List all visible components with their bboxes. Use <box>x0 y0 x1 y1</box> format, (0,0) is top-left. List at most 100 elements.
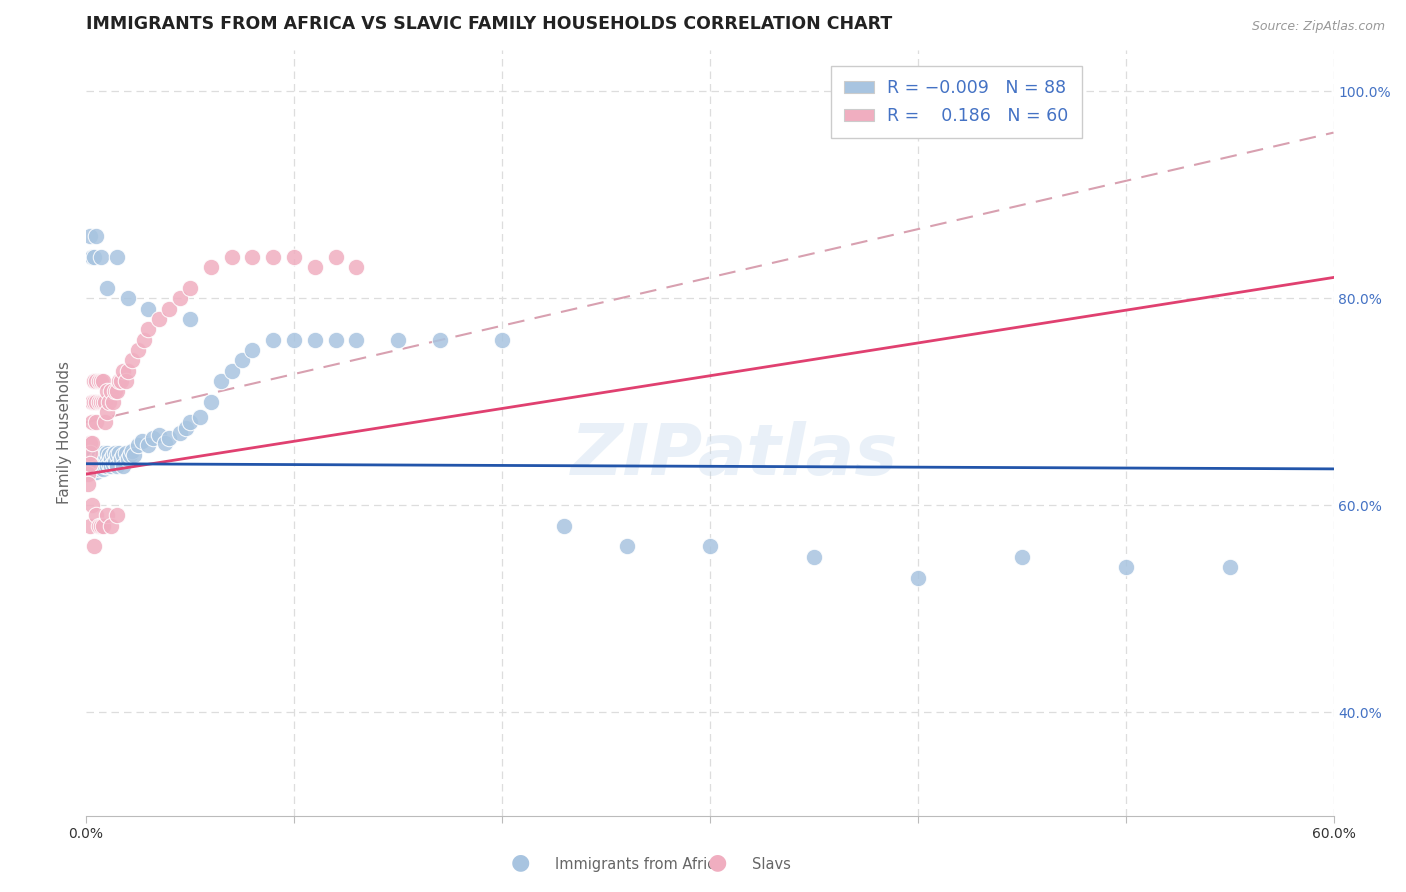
Point <box>153 436 176 450</box>
Point <box>131 434 153 448</box>
Point <box>105 250 128 264</box>
Point <box>344 260 367 274</box>
Point <box>121 353 143 368</box>
Point <box>86 374 108 388</box>
Point <box>122 449 145 463</box>
Point <box>97 449 120 463</box>
Point <box>174 420 197 434</box>
Point <box>110 374 132 388</box>
Point <box>87 457 110 471</box>
Point <box>77 467 100 481</box>
Point <box>100 451 122 466</box>
Point <box>127 343 149 357</box>
Point <box>91 446 114 460</box>
Text: Slavs: Slavs <box>752 857 792 872</box>
Point <box>79 451 101 466</box>
Point <box>491 333 513 347</box>
Point <box>83 446 105 460</box>
Point <box>803 549 825 564</box>
Text: Source: ZipAtlas.com: Source: ZipAtlas.com <box>1251 20 1385 33</box>
Point <box>79 458 101 473</box>
Point <box>97 457 120 471</box>
Point <box>90 518 112 533</box>
Point <box>86 415 108 429</box>
Point <box>79 446 101 460</box>
Point <box>190 410 212 425</box>
Point <box>142 431 165 445</box>
Point <box>90 374 112 388</box>
Point <box>100 518 122 533</box>
Point <box>138 301 160 316</box>
Point <box>1115 560 1137 574</box>
Point <box>344 333 367 347</box>
Point <box>101 394 124 409</box>
Point <box>117 291 139 305</box>
Point <box>179 311 201 326</box>
Point <box>221 250 243 264</box>
Point <box>283 250 305 264</box>
Point <box>117 451 139 466</box>
Point <box>79 518 101 533</box>
Point <box>429 333 451 347</box>
Point <box>83 374 105 388</box>
Point <box>112 449 135 463</box>
Point <box>90 451 112 466</box>
Point <box>325 333 347 347</box>
Point <box>82 394 104 409</box>
Point <box>82 250 104 264</box>
Point <box>82 462 104 476</box>
Point <box>179 281 201 295</box>
Point <box>1219 560 1241 574</box>
Point <box>77 477 100 491</box>
Point <box>105 508 128 523</box>
Legend: R = −0.009   N = 88, R =    0.186   N = 60: R = −0.009 N = 88, R = 0.186 N = 60 <box>831 66 1083 138</box>
Point <box>83 458 105 473</box>
Point <box>86 508 108 523</box>
Point <box>104 446 127 460</box>
Point <box>112 458 135 473</box>
Point <box>87 462 110 476</box>
Point <box>91 518 114 533</box>
Point <box>200 260 222 274</box>
Point <box>148 427 170 442</box>
Point <box>90 394 112 409</box>
Point <box>262 250 284 264</box>
Point <box>94 449 117 463</box>
Text: IMMIGRANTS FROM AFRICA VS SLAVIC FAMILY HOUSEHOLDS CORRELATION CHART: IMMIGRANTS FROM AFRICA VS SLAVIC FAMILY … <box>86 15 893 33</box>
Point <box>79 446 101 460</box>
Point <box>79 457 101 471</box>
Point <box>94 458 117 473</box>
Point <box>304 333 326 347</box>
Point <box>127 438 149 452</box>
Point <box>242 250 264 264</box>
Point <box>108 446 131 460</box>
Point <box>96 458 118 473</box>
Point <box>134 333 156 347</box>
Point <box>82 449 104 463</box>
Point <box>97 394 120 409</box>
Point <box>83 250 105 264</box>
Point <box>200 394 222 409</box>
Point <box>138 322 160 336</box>
Point <box>262 333 284 347</box>
Point <box>77 462 100 476</box>
Point <box>169 291 191 305</box>
Point <box>87 518 110 533</box>
Point <box>87 394 110 409</box>
Point <box>1011 549 1033 564</box>
Point <box>105 449 128 463</box>
Point <box>242 343 264 357</box>
Point <box>90 250 112 264</box>
Point <box>77 457 100 471</box>
Point <box>105 458 128 473</box>
Point <box>907 570 929 584</box>
Point <box>96 281 118 295</box>
Point <box>79 436 101 450</box>
Point <box>83 457 105 471</box>
Point <box>699 540 721 554</box>
Point <box>91 462 114 476</box>
Point <box>138 438 160 452</box>
Point <box>79 229 101 244</box>
Point <box>91 457 114 471</box>
Point <box>96 446 118 460</box>
